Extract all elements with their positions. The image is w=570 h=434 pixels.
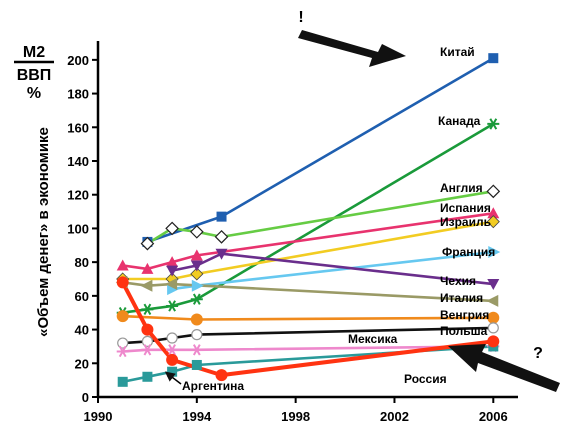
- y-tick-label: 80: [75, 255, 89, 270]
- y-tick-label: 200: [67, 53, 89, 68]
- x-tick-label: 1990: [84, 409, 113, 424]
- y-tick-label: 0: [82, 390, 89, 405]
- point-канада: [166, 300, 179, 312]
- point-польша: [191, 329, 203, 341]
- point-аргентина: [191, 359, 202, 370]
- series-label-канада: Канада: [438, 114, 481, 128]
- point-польша: [487, 322, 499, 334]
- y-tick-label: 180: [67, 87, 89, 102]
- point-италия: [165, 278, 178, 291]
- series-label-китай: Китай: [440, 45, 475, 59]
- y-tick-label: 60: [75, 289, 89, 304]
- exclaim-annotation: !: [298, 9, 303, 26]
- series-label-англия: Англия: [440, 181, 483, 195]
- point-франция: [191, 279, 204, 292]
- y-tick-label: 160: [67, 120, 89, 135]
- point-чехия: [215, 248, 228, 260]
- exclaim-arrow-icon: [298, 30, 406, 67]
- series-label-россия: Россия: [404, 372, 447, 386]
- y-unit-denominator: ВВП: [17, 67, 52, 84]
- point-китай: [488, 53, 499, 64]
- point-венгрия: [487, 311, 500, 324]
- question-annotation: ?: [533, 345, 543, 362]
- series-label-израиль: Израиль: [440, 215, 491, 229]
- point-чехия: [190, 260, 203, 272]
- point-испания: [141, 262, 154, 274]
- point-англия: [140, 236, 155, 251]
- y-tick-label: 140: [67, 154, 89, 169]
- y-tick-label: 20: [75, 356, 89, 371]
- point-англия: [189, 224, 204, 239]
- point-венгрия: [190, 313, 203, 326]
- question-arrow-icon: [448, 344, 560, 392]
- series-markers: [115, 53, 501, 387]
- point-россия: [141, 323, 154, 336]
- series-label-венгрия: Венгрия: [440, 308, 489, 322]
- x-tick-label: 1998: [281, 409, 310, 424]
- point-россия: [487, 335, 500, 348]
- point-россия: [215, 369, 228, 382]
- point-канада: [190, 293, 203, 305]
- point-россия: [166, 353, 179, 366]
- point-испания: [487, 207, 500, 219]
- point-польша: [117, 337, 129, 349]
- series-label-италия: Италия: [440, 291, 483, 305]
- point-англия: [214, 230, 229, 244]
- series-label-польша: Польша: [440, 324, 488, 338]
- axes: 0 20 40 60 80 100 120 140 160 180 200 1990 1994 1998 2…: [67, 41, 518, 424]
- argentina-leader-line: [164, 371, 182, 385]
- point-мексика: [166, 344, 179, 356]
- point-израиль: [190, 267, 204, 281]
- point-англия: [486, 184, 501, 199]
- series-label-испания: Испания: [440, 201, 491, 215]
- point-мексика: [190, 344, 203, 356]
- y-tick-label: 120: [67, 188, 89, 203]
- series-line-чехия: [171, 252, 494, 286]
- series-lines: [120, 57, 494, 384]
- series-line-израиль: [122, 220, 494, 281]
- point-италия: [140, 279, 153, 292]
- point-испания: [116, 259, 129, 271]
- series-label-франция: Франция: [442, 245, 495, 259]
- point-мексика: [116, 345, 129, 358]
- point-англия: [165, 221, 179, 236]
- y-unit-percent: %: [27, 85, 41, 102]
- point-испания: [190, 249, 203, 261]
- series-line-италия: [122, 281, 494, 303]
- point-польша: [166, 332, 178, 344]
- y-tick-label: 40: [75, 323, 89, 338]
- point-канада: [487, 118, 500, 130]
- series-label-мексика: Мексика: [348, 332, 398, 346]
- y-tick-label: 100: [67, 221, 89, 236]
- point-польша: [141, 335, 154, 347]
- point-чехия: [487, 279, 500, 291]
- series-label-чехия: Чехия: [440, 274, 476, 288]
- point-испания: [166, 256, 179, 268]
- y-unit-numerator: М2: [23, 44, 45, 61]
- series-label-аргентина: Аргентина: [182, 379, 244, 393]
- point-франция: [488, 246, 501, 259]
- x-tick-label: 1994: [182, 409, 212, 424]
- point-мексика: [141, 344, 154, 356]
- point-аргентина: [117, 376, 128, 387]
- point-китай: [216, 211, 227, 222]
- point-италия: [486, 294, 499, 307]
- series-line-польша: [122, 326, 494, 345]
- series-line-венгрия: [122, 314, 494, 321]
- y-axis-title: «Объем денег» в экономике: [35, 127, 52, 337]
- point-аргентина: [142, 371, 153, 382]
- point-канада: [141, 303, 154, 316]
- point-россия: [116, 276, 129, 289]
- x-tick-label: 2002: [380, 409, 409, 424]
- point-израиль: [486, 215, 500, 229]
- point-венгрия: [116, 310, 129, 323]
- x-tick-label: 2006: [479, 409, 508, 424]
- point-чехия: [166, 265, 179, 277]
